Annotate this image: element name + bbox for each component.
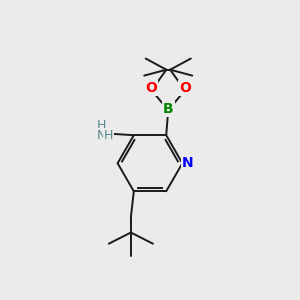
Text: N: N xyxy=(182,156,194,170)
Text: O: O xyxy=(145,81,157,95)
Text: B: B xyxy=(163,102,174,116)
Text: N: N xyxy=(97,129,106,142)
Text: H: H xyxy=(103,129,113,142)
Text: O: O xyxy=(180,81,191,95)
Text: H: H xyxy=(97,119,106,132)
